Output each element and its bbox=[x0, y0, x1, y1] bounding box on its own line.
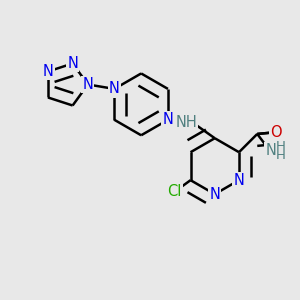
Text: O: O bbox=[271, 125, 282, 140]
Text: N: N bbox=[163, 112, 173, 127]
Text: N: N bbox=[109, 81, 120, 96]
Text: N: N bbox=[266, 143, 276, 158]
Text: N: N bbox=[234, 173, 244, 188]
Text: N: N bbox=[82, 77, 93, 92]
Text: H: H bbox=[276, 140, 286, 153]
Text: Cl: Cl bbox=[167, 184, 182, 200]
Text: H: H bbox=[276, 149, 286, 162]
Text: NH: NH bbox=[175, 115, 197, 130]
Text: N: N bbox=[209, 187, 220, 202]
Text: N: N bbox=[67, 56, 78, 71]
Text: N: N bbox=[43, 64, 53, 79]
